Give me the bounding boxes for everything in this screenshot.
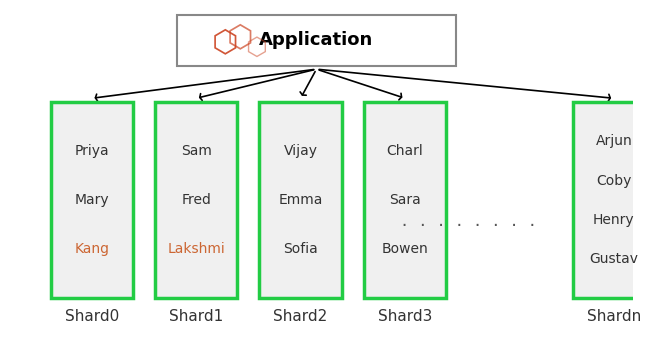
FancyBboxPatch shape (573, 102, 645, 298)
Text: Arjun: Arjun (595, 134, 632, 148)
Text: Kang: Kang (74, 242, 109, 256)
Text: Henry: Henry (593, 213, 635, 227)
Text: Charl: Charl (386, 144, 423, 158)
Text: · · · · · · · ·: · · · · · · · · (400, 218, 537, 233)
Text: ⬡: ⬡ (227, 24, 253, 53)
FancyBboxPatch shape (364, 102, 446, 298)
Text: Shard3: Shard3 (378, 309, 432, 324)
Text: Sam: Sam (181, 144, 212, 158)
FancyBboxPatch shape (50, 102, 133, 298)
Text: Application: Application (259, 31, 373, 49)
Text: Shard0: Shard0 (64, 309, 119, 324)
Text: Sara: Sara (389, 193, 421, 207)
Text: ⬡: ⬡ (212, 29, 238, 58)
Text: Priya: Priya (74, 144, 109, 158)
Text: ⬡: ⬡ (245, 35, 267, 59)
FancyBboxPatch shape (259, 102, 342, 298)
Text: Lakshmi: Lakshmi (167, 242, 225, 256)
Text: Shardn: Shardn (587, 309, 641, 324)
Text: Fred: Fred (181, 193, 211, 207)
Text: Gustav: Gustav (590, 252, 639, 266)
Text: Shard2: Shard2 (273, 309, 328, 324)
Text: Shard1: Shard1 (169, 309, 223, 324)
Text: Emma: Emma (279, 193, 322, 207)
FancyBboxPatch shape (177, 15, 455, 66)
Text: Coby: Coby (596, 174, 631, 187)
Text: Vijay: Vijay (284, 144, 317, 158)
Text: Mary: Mary (74, 193, 109, 207)
FancyBboxPatch shape (155, 102, 237, 298)
Text: Bowen: Bowen (382, 242, 428, 256)
Text: Sofia: Sofia (283, 242, 318, 256)
